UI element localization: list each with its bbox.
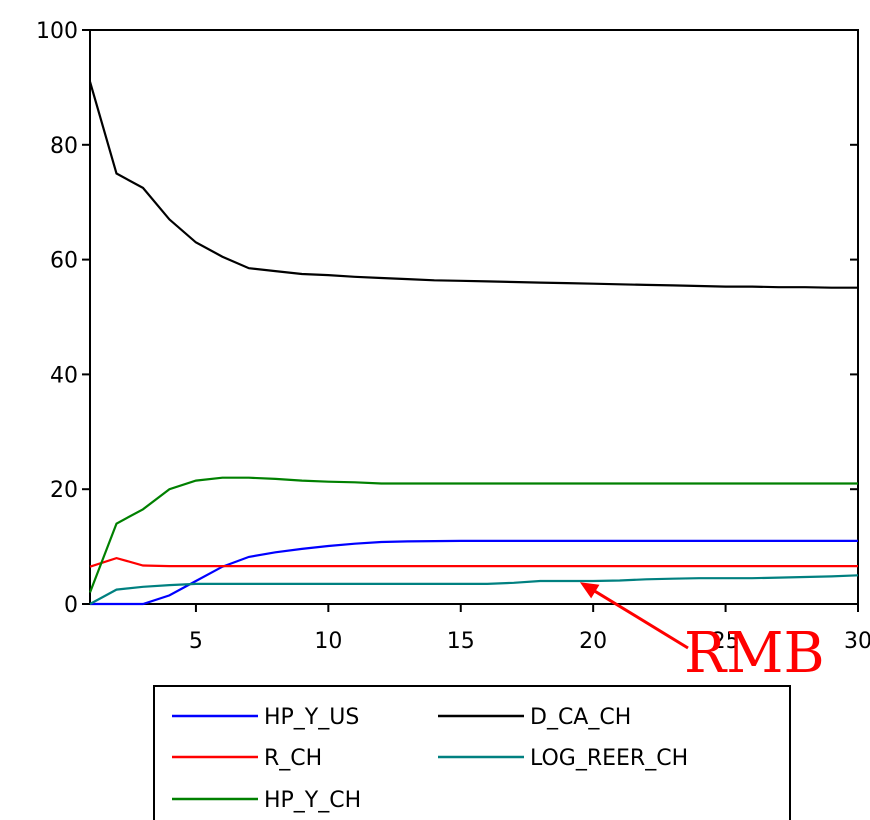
series-line-hp-y-us xyxy=(90,539,858,606)
series-line-hp-y-ch xyxy=(88,476,858,593)
x-tick-label: 20 xyxy=(579,629,607,654)
legend-label-hp-y-ch: HP_Y_CH xyxy=(264,788,361,813)
y-tick-label: 40 xyxy=(50,363,78,388)
annotation-arrow-head xyxy=(579,582,600,599)
plot-lines xyxy=(88,81,859,606)
series-line-log-reer-ch xyxy=(89,574,859,605)
x-tick-label: 30 xyxy=(844,629,870,654)
y-tick-label: 0 xyxy=(64,593,78,618)
y-tick-label: 100 xyxy=(36,19,78,44)
annotation-rmb-label: RMB xyxy=(684,621,825,686)
plot-frame xyxy=(89,29,859,605)
legend: HP_Y_US D_CA_CH R_CH LOG_REER_CH HP_Y_CH xyxy=(153,685,791,820)
plot-axes: 0 20 40 60 80 100 5 10 15 20 25 30 xyxy=(36,19,870,654)
legend-label-r-ch: R_CH xyxy=(264,746,322,771)
x-tick-label: 10 xyxy=(314,629,342,654)
annotation: RMB xyxy=(579,582,825,686)
x-tick-label: 5 xyxy=(189,629,203,654)
y-tick-label: 80 xyxy=(50,134,78,159)
legend-label-d-ca-ch: D_CA_CH xyxy=(530,705,631,730)
y-tick-label: 60 xyxy=(50,249,78,274)
y-tick-label: 20 xyxy=(50,478,78,503)
series-line-r-ch xyxy=(89,556,858,568)
legend-label-log-reer-ch: LOG_REER_CH xyxy=(530,746,688,771)
x-tick-label: 25 xyxy=(712,629,740,654)
series-line-d-ca-ch xyxy=(88,81,858,289)
annotation-arrow-shaft xyxy=(589,586,689,650)
legend-label-hp-y-us: HP_Y_US xyxy=(264,705,359,730)
x-tick-label: 15 xyxy=(447,629,475,654)
legend-box xyxy=(153,685,791,820)
